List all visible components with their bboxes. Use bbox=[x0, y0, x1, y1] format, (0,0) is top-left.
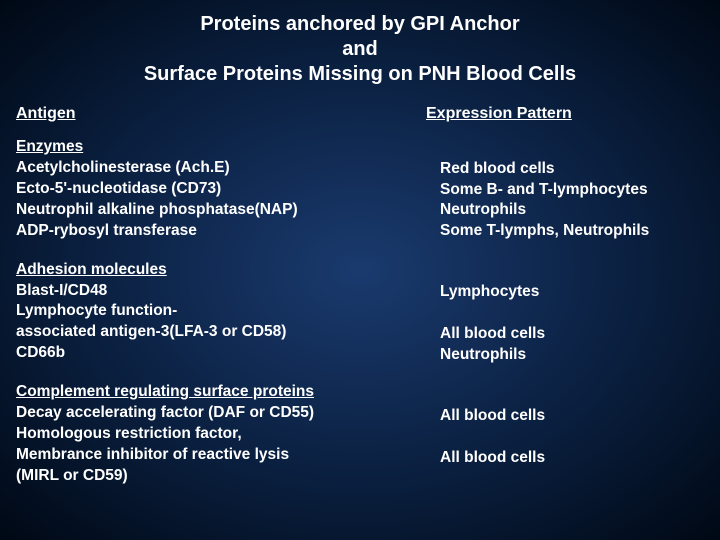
antigen-item: Homologous restriction factor, bbox=[16, 424, 396, 445]
antigen-item: Decay accelerating factor (DAF or CD55) bbox=[16, 403, 396, 424]
expression-header: Expression Pattern bbox=[416, 105, 704, 123]
antigen-item: (MIRL or CD59) bbox=[16, 466, 396, 487]
section-heading: Enzymes bbox=[16, 137, 396, 158]
expression-item: Some B- and T-lymphocytes bbox=[416, 180, 704, 201]
expression-item: Lymphocytes bbox=[416, 282, 704, 303]
content-columns: Antigen Enzymes Acetylcholinesterase (Ac… bbox=[16, 105, 704, 487]
expression-item: All blood cells bbox=[416, 448, 704, 469]
title-line-1: Proteins anchored by GPI Anchor bbox=[200, 13, 519, 35]
slide-title: Proteins anchored by GPI Anchor and Surf… bbox=[16, 12, 704, 87]
expression-item: Red blood cells bbox=[416, 159, 704, 180]
antigen-item: CD66b bbox=[16, 343, 396, 364]
antigen-item: Lymphocyte function- bbox=[16, 301, 396, 322]
antigen-item: associated antigen-3(LFA-3 or CD58) bbox=[16, 322, 396, 343]
expression-item: All blood cells bbox=[416, 324, 704, 345]
antigen-column: Antigen Enzymes Acetylcholinesterase (Ac… bbox=[16, 105, 396, 487]
antigen-item: Ecto-5'-nucleotidase (CD73) bbox=[16, 179, 396, 200]
expression-item: Neutrophils bbox=[416, 345, 704, 366]
antigen-item: Membrance inhibitor of reactive lysis bbox=[16, 445, 396, 466]
title-line-3: Surface Proteins Missing on PNH Blood Ce… bbox=[144, 63, 576, 85]
antigen-header: Antigen bbox=[16, 105, 396, 123]
expression-column: Expression Pattern Red blood cells Some … bbox=[416, 105, 704, 487]
section-heading: Adhesion molecules bbox=[16, 260, 396, 281]
expression-item: All blood cells bbox=[416, 406, 704, 427]
section-heading: Complement regulating surface proteins bbox=[16, 382, 396, 403]
antigen-item: Blast-I/CD48 bbox=[16, 281, 396, 302]
antigen-item: Neutrophil alkaline phosphatase(NAP) bbox=[16, 200, 396, 221]
antigen-item: Acetylcholinesterase (Ach.E) bbox=[16, 158, 396, 179]
expression-item: Some T-lymphs, Neutrophils bbox=[416, 221, 704, 242]
expression-item: Neutrophils bbox=[416, 200, 704, 221]
antigen-item: ADP-rybosyl transferase bbox=[16, 221, 396, 242]
title-line-2: and bbox=[342, 38, 378, 60]
